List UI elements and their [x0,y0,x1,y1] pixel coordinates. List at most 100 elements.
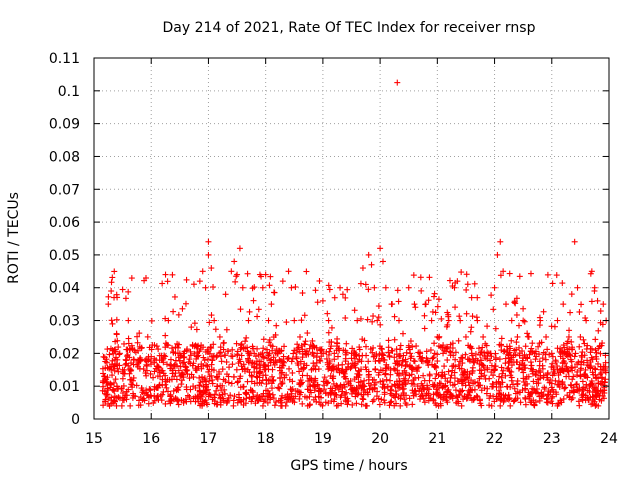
data-point [548,380,555,387]
data-point [576,387,583,394]
data-point [467,344,474,351]
data-point [299,354,306,361]
data-point [580,384,587,391]
data-point [410,272,417,279]
data-point [206,350,213,357]
data-point [379,377,386,384]
data-point [231,373,238,380]
data-point [276,385,283,392]
data-point [363,366,370,373]
data-point [559,280,566,287]
data-point [171,363,178,370]
data-point [360,396,367,403]
data-point [574,372,581,379]
data-point [224,348,231,355]
data-point [377,367,384,374]
data-point [285,355,292,362]
data-point [125,288,132,295]
data-point [243,334,250,341]
data-point [471,378,478,385]
data-point [208,265,215,272]
data-point [162,271,169,278]
data-point [420,384,427,391]
data-point [170,308,177,315]
data-point [144,333,151,340]
data-point [406,346,413,353]
data-point [361,377,368,384]
data-point [417,396,424,403]
data-point [310,360,317,367]
data-point [481,372,488,379]
data-point [511,299,518,306]
data-point [435,296,442,303]
data-point [234,399,241,406]
data-point [451,284,458,291]
data-point [306,345,313,352]
data-point [317,358,324,365]
data-point [129,345,136,352]
data-point [338,400,345,407]
data-point [474,294,481,301]
data-point [553,272,560,279]
data-point [471,386,478,393]
data-point [266,282,273,289]
data-point [602,359,609,366]
data-point [120,382,127,389]
data-point [297,381,304,388]
data-point [280,353,287,360]
data-point [119,390,126,397]
data-point [294,345,301,352]
data-point [395,298,402,305]
data-point [522,401,529,408]
data-point [425,392,432,399]
data-point [535,343,542,350]
data-point [544,346,551,353]
data-point [567,356,574,363]
data-point [505,391,512,398]
data-point [457,317,464,324]
data-point [567,309,574,316]
data-point [478,367,485,374]
data-point [420,372,427,379]
data-point [548,394,555,401]
data-point [273,322,280,329]
data-point [122,361,129,368]
data-point [491,284,498,291]
data-point [348,350,355,357]
data-point [570,373,577,380]
data-point [583,346,590,353]
data-point [357,280,364,287]
data-point [335,386,342,393]
data-point [263,346,270,353]
data-point [397,402,404,409]
data-point [514,395,521,402]
data-point [196,388,203,395]
data-point [148,353,155,360]
data-point [582,314,589,321]
data-point [559,378,566,385]
data-point [434,351,441,358]
data-point [560,301,567,308]
data-point [488,369,495,376]
data-point [219,366,226,373]
data-point [174,386,181,393]
data-point [549,400,556,407]
data-point [433,370,440,377]
data-point [391,336,398,343]
data-point [595,360,602,367]
data-point [434,303,441,310]
data-point [372,366,379,373]
data-point [560,395,567,402]
data-point [236,245,243,252]
data-point [430,293,437,300]
data-point [245,359,252,366]
data-points [99,79,610,409]
data-point [330,363,337,370]
data-point [552,358,559,365]
data-point [199,268,206,275]
data-point [111,397,118,404]
data-point [449,363,456,370]
data-point [337,284,344,291]
data-point [308,366,315,373]
data-point [278,399,285,406]
